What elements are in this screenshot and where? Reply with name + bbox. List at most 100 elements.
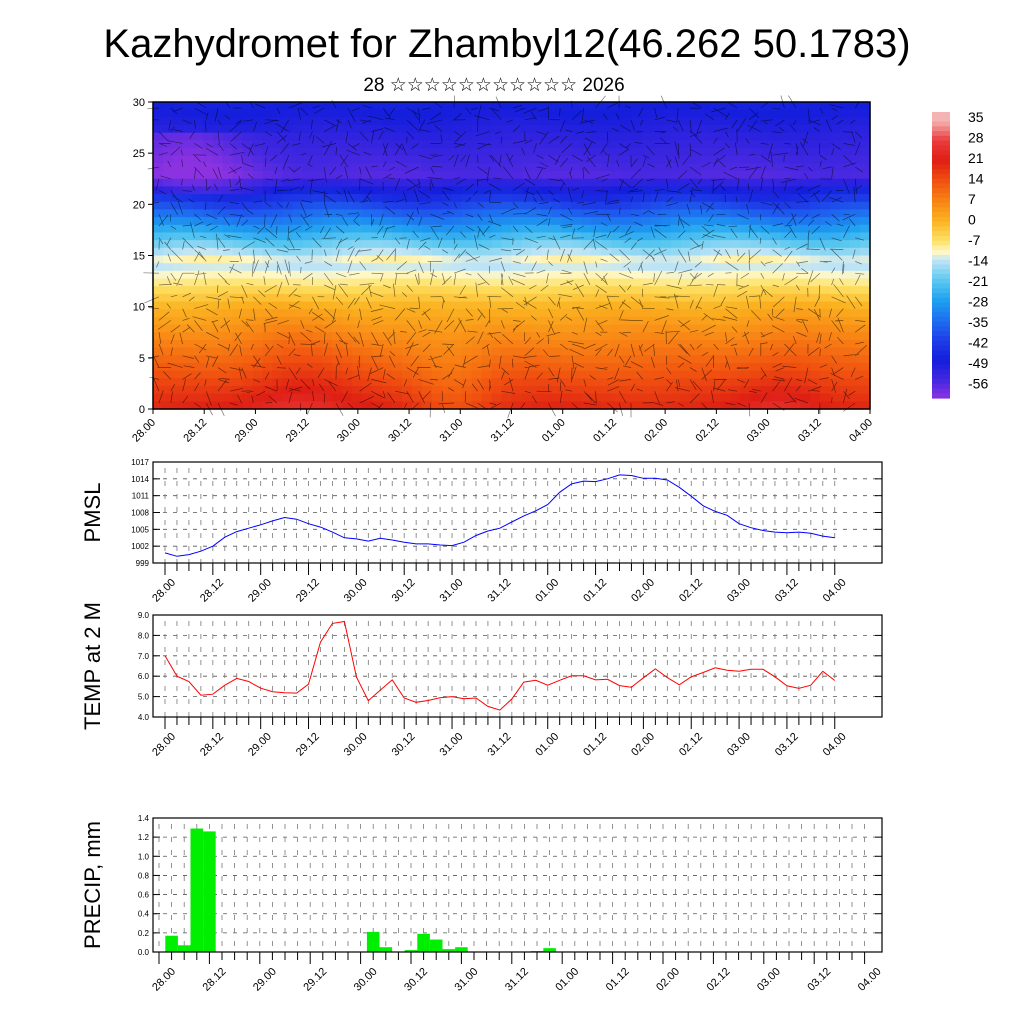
colorbar-swatch <box>932 388 950 394</box>
heatmap-cell <box>461 209 473 218</box>
heatmap-cell <box>571 201 582 211</box>
heatmap-cell <box>312 125 323 134</box>
heatmap-cell <box>710 378 722 387</box>
heatmap-cell <box>212 178 224 188</box>
heatmap-cell <box>860 362 871 372</box>
heatmap-cell <box>850 286 861 295</box>
heatmap-cell <box>471 378 483 387</box>
heatmap-cell <box>511 286 523 295</box>
heatmap-cell <box>372 232 383 241</box>
heatmap-cell <box>481 217 493 226</box>
heatmap-cell <box>551 278 562 287</box>
heatmap-cell <box>760 324 772 333</box>
heatmap-cell <box>581 347 592 356</box>
heatmap-cell <box>322 125 333 134</box>
heatmap-cell <box>172 370 184 379</box>
heatmap-cell <box>382 232 393 241</box>
heatmap-cell <box>421 263 433 272</box>
heatmap-cell <box>292 309 303 318</box>
heatmap-cell <box>551 401 562 410</box>
heatmap-cell <box>561 401 572 410</box>
heatmap-cell <box>322 247 333 257</box>
heatmap-cell <box>342 186 353 195</box>
heatmap-cell <box>262 309 274 318</box>
heatmap-cell <box>631 140 642 149</box>
heatmap-cell <box>521 378 533 387</box>
heatmap-cell <box>372 362 383 372</box>
heatmap-cell <box>760 240 772 249</box>
heatmap-cell <box>262 194 274 203</box>
heatmap-cell <box>222 224 234 234</box>
heatmap-cell <box>192 186 204 195</box>
heatmap-cell <box>581 140 592 149</box>
heatmap-cell <box>362 263 373 272</box>
heatmap-cell <box>830 293 841 303</box>
heatmap-cell <box>621 263 632 272</box>
heatmap-cell <box>511 309 523 318</box>
heatmap-cell <box>222 286 234 295</box>
heatmap-cell <box>162 201 174 211</box>
heatmap-cell <box>481 385 493 395</box>
heatmap-cell <box>272 347 284 356</box>
heatmap-cell <box>182 125 194 134</box>
heatmap-cell <box>810 332 821 341</box>
heatmap-cell <box>551 286 562 295</box>
heatmap-cell <box>352 102 363 111</box>
heatmap-cell <box>700 393 712 402</box>
heatmap-cell <box>491 194 503 203</box>
heatmap-cell <box>342 217 353 226</box>
heatmap-cell <box>162 339 174 349</box>
heatmap-cell <box>730 186 742 195</box>
heatmap-cell <box>172 301 184 310</box>
heatmap-cell <box>541 370 552 379</box>
heatmap-cell <box>162 347 174 356</box>
heatmap-cell <box>690 109 702 118</box>
heatmap-cell <box>451 324 463 333</box>
heatmap-cell <box>382 102 393 111</box>
x-tick-label: 01.12 <box>581 577 609 605</box>
heatmap-cell <box>720 201 732 211</box>
heatmap-cell <box>282 270 294 280</box>
heatmap-cell <box>690 255 702 264</box>
heatmap-cell <box>750 286 762 295</box>
heatmap-cell <box>760 117 772 126</box>
heatmap-cell <box>740 293 752 303</box>
heatmap-cell <box>172 355 184 364</box>
heatmap-cell <box>302 186 313 195</box>
heatmap-cell <box>631 194 642 203</box>
heatmap-cell <box>810 224 821 234</box>
heatmap-cell <box>591 347 602 356</box>
heatmap-cell <box>581 324 592 333</box>
heatmap-cell <box>312 240 323 249</box>
x-tick-label: 02.00 <box>629 577 657 605</box>
heatmap-cell <box>631 255 642 264</box>
heatmap-cell <box>621 209 632 218</box>
heatmap-cell <box>760 186 772 195</box>
heatmap-cell <box>272 401 284 410</box>
heatmap-cell <box>680 247 692 257</box>
heatmap-cell <box>392 255 403 264</box>
colorbar-swatch <box>932 135 950 142</box>
heatmap-cell <box>521 270 533 280</box>
heatmap-cell <box>172 132 184 141</box>
heatmap-cell <box>770 171 781 180</box>
heatmap-cell <box>451 362 463 372</box>
heatmap-cell <box>830 278 841 287</box>
heatmap-cell <box>292 263 303 272</box>
heatmap-cell <box>511 263 523 272</box>
heatmap-cell <box>421 125 433 134</box>
heatmap-cell <box>441 102 453 111</box>
heatmap-cell <box>212 194 224 203</box>
heatmap-cell <box>421 301 433 310</box>
heatmap-cell <box>481 155 493 164</box>
heatmap-cell <box>750 401 762 410</box>
precip-bar <box>543 948 556 952</box>
heatmap-cell <box>650 393 662 402</box>
heatmap-cell <box>690 293 702 303</box>
heatmap-cell <box>192 232 204 241</box>
heatmap-cell <box>192 247 204 257</box>
heatmap-cell <box>820 401 831 410</box>
heatmap-cell <box>850 247 861 257</box>
heatmap-cell <box>521 263 533 272</box>
heatmap-cell <box>441 355 453 364</box>
